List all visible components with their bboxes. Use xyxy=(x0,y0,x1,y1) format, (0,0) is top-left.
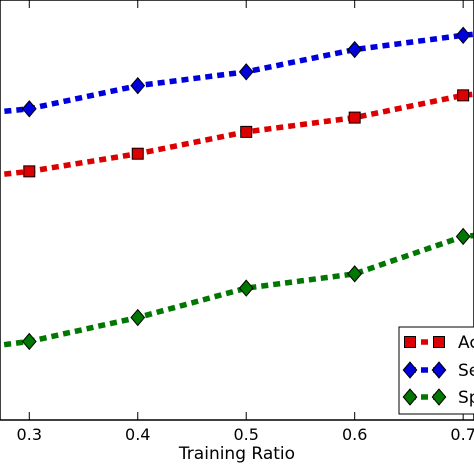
x-tick-label: 0.7 xyxy=(450,425,474,444)
data-point-se-2 xyxy=(130,76,146,95)
data-point-ac-4 xyxy=(348,111,361,124)
data-point-sp-2 xyxy=(130,308,146,327)
data-point-se-5 xyxy=(455,26,471,44)
x-axis-label: Training Ratio xyxy=(178,444,295,464)
legend-label-ac: Ac xyxy=(458,333,474,353)
data-point-se-4 xyxy=(347,40,363,59)
x-axis-ticks: 0.3 0.4 0.5 0.6 0.7 xyxy=(17,0,474,444)
x-tick-label: 0.6 xyxy=(342,425,367,444)
data-point-ac-5 xyxy=(457,89,470,102)
data-point-ac-3 xyxy=(240,125,253,138)
legend-label-sp: Sp xyxy=(458,388,474,408)
legend-label-se: Se xyxy=(458,361,474,381)
x-tick-label: 0.5 xyxy=(233,425,258,444)
legend-marker-se-start xyxy=(402,361,418,379)
data-point-ac-2 xyxy=(131,147,144,160)
legend-marker-sp-start xyxy=(402,388,418,406)
legend: Ac Se Sp xyxy=(398,326,474,415)
legend-marker-ac-end xyxy=(433,336,445,348)
x-tick-label: 0.4 xyxy=(125,425,150,444)
data-point-ac-1 xyxy=(23,165,36,178)
x-tick-label: 0.3 xyxy=(17,425,42,444)
plot-frame xyxy=(0,0,474,421)
data-point-se-3 xyxy=(238,63,254,81)
data-point-sp-4 xyxy=(347,265,363,283)
legend-marker-se-end xyxy=(431,361,447,379)
data-point-sp-5 xyxy=(455,227,471,246)
data-point-sp-1 xyxy=(21,332,37,351)
data-point-se-1 xyxy=(21,100,37,118)
data-point-sp-3 xyxy=(238,279,254,297)
series-layer xyxy=(0,26,474,351)
legend-marker-ac-start xyxy=(404,336,416,348)
legend-marker-sp-end xyxy=(431,388,447,406)
